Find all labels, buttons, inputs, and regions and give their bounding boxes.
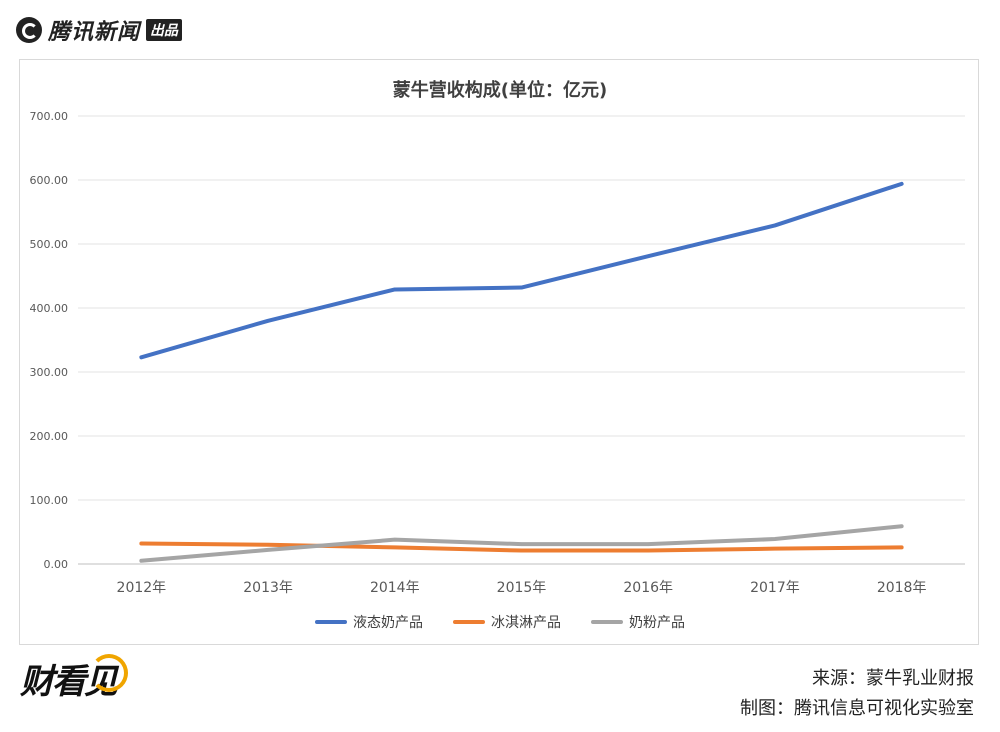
x-tick-label: 2017年 [750, 580, 800, 596]
y-tick-label: 600.00 [30, 174, 69, 187]
credit-text: 制图：腾讯信息可视化实验室 [740, 698, 974, 719]
y-tick-label: 100.00 [30, 494, 69, 507]
brand-footer-logo: 财看见 [20, 654, 130, 702]
legend-item: 奶粉产品 [591, 612, 685, 632]
legend-swatch [453, 620, 485, 624]
chart-title: 蒙牛营收构成(单位：亿元) [392, 80, 608, 101]
y-tick-label: 300.00 [30, 366, 69, 379]
x-tick-label: 2016年 [623, 580, 673, 596]
source-text: 来源：蒙牛乳业财报 [812, 668, 974, 689]
brand-tag: 出品 [146, 19, 183, 41]
series-line [139, 181, 904, 360]
y-tick-label: 700.00 [30, 110, 69, 123]
legend-item: 液态奶产品 [315, 612, 423, 632]
tencent-news-logo-icon [16, 17, 42, 43]
legend-swatch [315, 620, 347, 624]
y-tick-label: 200.00 [30, 430, 69, 443]
brand-name: 腾讯新闻 [48, 20, 141, 45]
x-tick-label: 2018年 [877, 580, 927, 596]
y-tick-label: 0.00 [44, 558, 69, 571]
y-tick-label: 400.00 [30, 302, 69, 315]
legend-swatch [591, 620, 623, 624]
x-tick-label: 2012年 [117, 580, 167, 596]
x-tick-label: 2014年 [370, 580, 420, 596]
legend-label: 冰淇淋产品 [491, 615, 561, 631]
source-block: 来源：蒙牛乳业财报 制图：腾讯信息可视化实验室 [740, 664, 974, 724]
x-tick-label: 2015年 [497, 580, 547, 596]
legend-label: 奶粉产品 [629, 615, 685, 631]
brand-header: 腾讯新闻 出品 [16, 14, 183, 46]
chart-legend: 液态奶产品 冰淇淋产品 奶粉产品 [0, 612, 1000, 632]
legend-label: 液态奶产品 [353, 615, 423, 631]
lightning-badge-icon [90, 654, 128, 692]
legend-item: 冰淇淋产品 [453, 612, 561, 632]
x-tick-label: 2013年 [243, 580, 293, 596]
y-tick-label: 500.00 [30, 238, 69, 251]
